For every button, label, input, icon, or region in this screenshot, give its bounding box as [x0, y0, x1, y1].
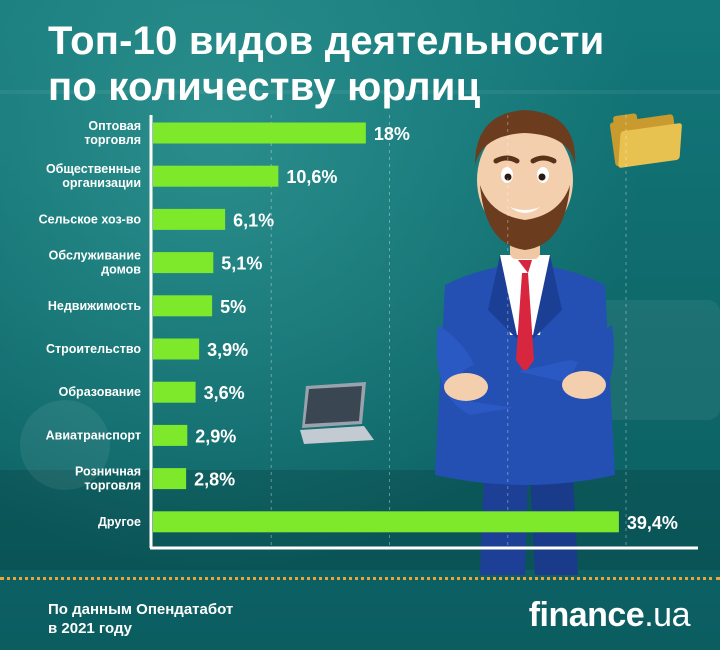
bar [153, 468, 187, 490]
chart-axis [149, 115, 698, 550]
bar [153, 424, 188, 446]
background-lamp [20, 400, 110, 490]
chart-grid [270, 115, 627, 548]
value-label: 3,9% [207, 340, 248, 360]
category-label: Другое [98, 515, 141, 529]
value-label: 5,1% [221, 254, 262, 274]
bar [153, 208, 226, 230]
source-line-2: в 2021 году [48, 620, 132, 637]
category-label: Строительство [46, 342, 141, 356]
bar [153, 295, 213, 317]
category-label: Недвижимость [48, 299, 141, 313]
bar [153, 252, 214, 274]
title-line-2: по количеству юрлиц [48, 65, 481, 109]
footer-divider [0, 577, 720, 580]
value-label: 2,8% [194, 470, 235, 490]
value-label: 39,4% [627, 513, 678, 533]
background-shelf [0, 90, 720, 94]
chart-bars [153, 122, 619, 533]
bar [153, 511, 619, 533]
laptop-icon [300, 382, 374, 444]
value-label: 2,9% [195, 426, 236, 446]
source-line-1: По данным Опендатабот [48, 601, 234, 618]
bar [153, 122, 366, 144]
value-label: 18% [374, 124, 410, 144]
businessman-illustration [435, 110, 615, 575]
category-label: Сельское хоз-во [39, 212, 142, 226]
chart-title: Топ-10 видов деятельности по количеству … [48, 18, 698, 110]
value-label: 6,1% [233, 210, 274, 230]
bar [153, 381, 196, 403]
logo-suffix: .ua [644, 596, 690, 634]
source-note: По данным Опендатабот в 2021 году [48, 600, 233, 638]
category-label: Общественные организации [46, 162, 141, 190]
category-label: Обслуживание домов [49, 249, 142, 277]
value-label: 10,6% [286, 167, 337, 187]
value-labels: 18% 10,6% 6,1% 5,1% 5% 3,9% 3,6% 2,9% 2,8% 39,4% [194, 124, 678, 533]
category-label: Авиатранспорт [46, 428, 141, 442]
category-label: Розничная торговля [75, 465, 141, 493]
bar-chart: Оптовая торговля Общественные организации Се… [39, 115, 698, 550]
bar [153, 338, 200, 360]
category-label: Оптовая торговля [84, 119, 141, 147]
logo-main: finance [528, 596, 645, 634]
category-labels: Оптовая торговля Общественные организации Се… [39, 119, 142, 529]
value-label: 5% [220, 297, 246, 317]
bar [153, 165, 279, 187]
value-label: 3,6% [204, 383, 245, 403]
category-label: Образование [59, 385, 141, 399]
finance-ua-logo: finance.ua [528, 596, 691, 635]
title-line-1: Топ-10 видов деятельности [48, 19, 605, 63]
